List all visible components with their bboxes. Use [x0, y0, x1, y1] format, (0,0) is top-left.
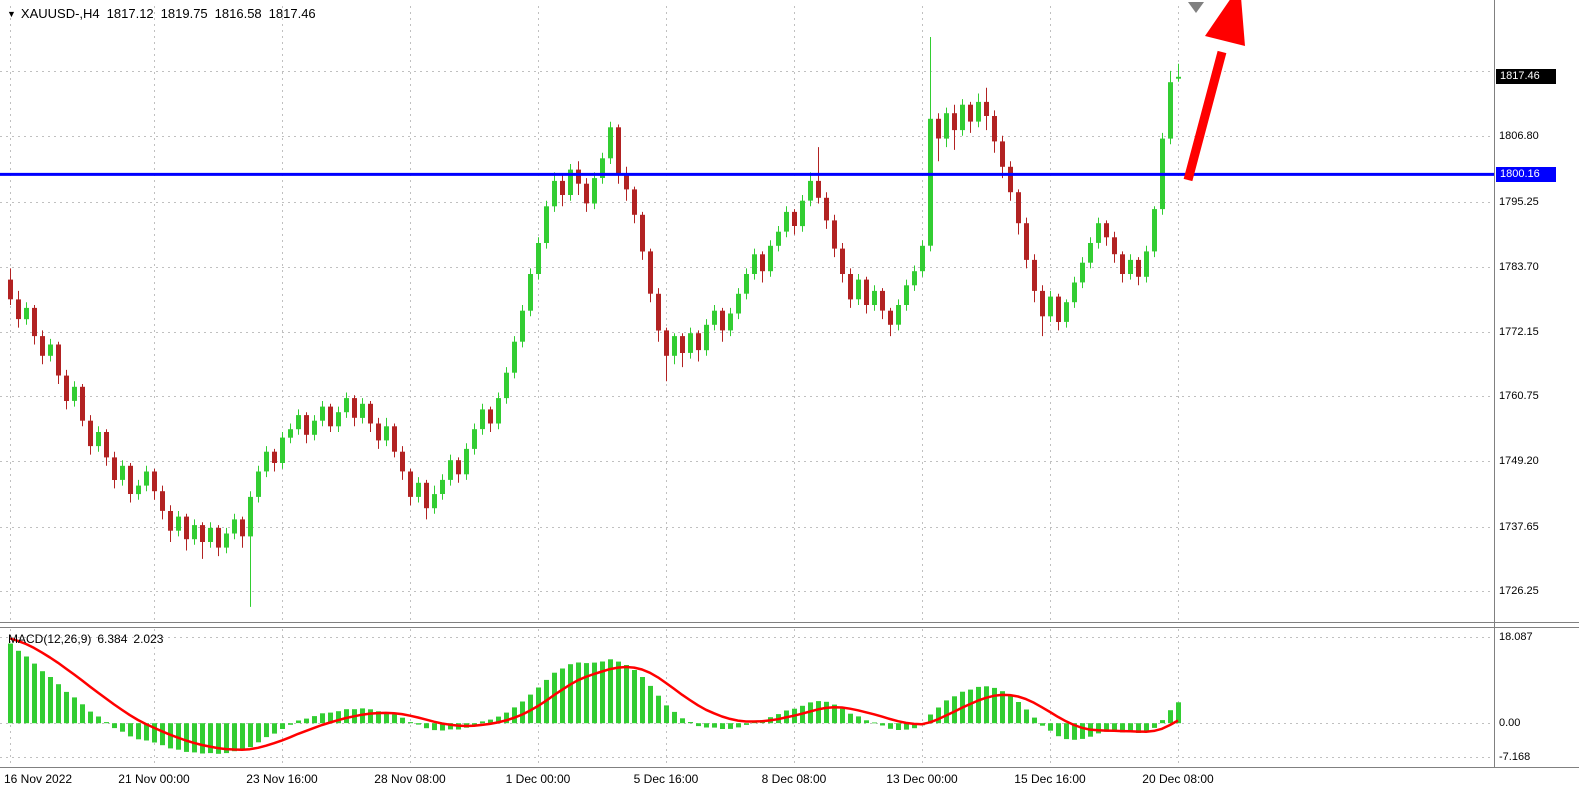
- trend-arrow[interactable]: [1183, 0, 1245, 182]
- grid: [0, 6, 1494, 766]
- candles: [8, 37, 1181, 607]
- chart-shift-marker-icon: [1188, 2, 1204, 13]
- pane-separators: [0, 0, 1579, 768]
- macd-signal-line: [9, 637, 1179, 751]
- macd-histogram: [8, 643, 1181, 754]
